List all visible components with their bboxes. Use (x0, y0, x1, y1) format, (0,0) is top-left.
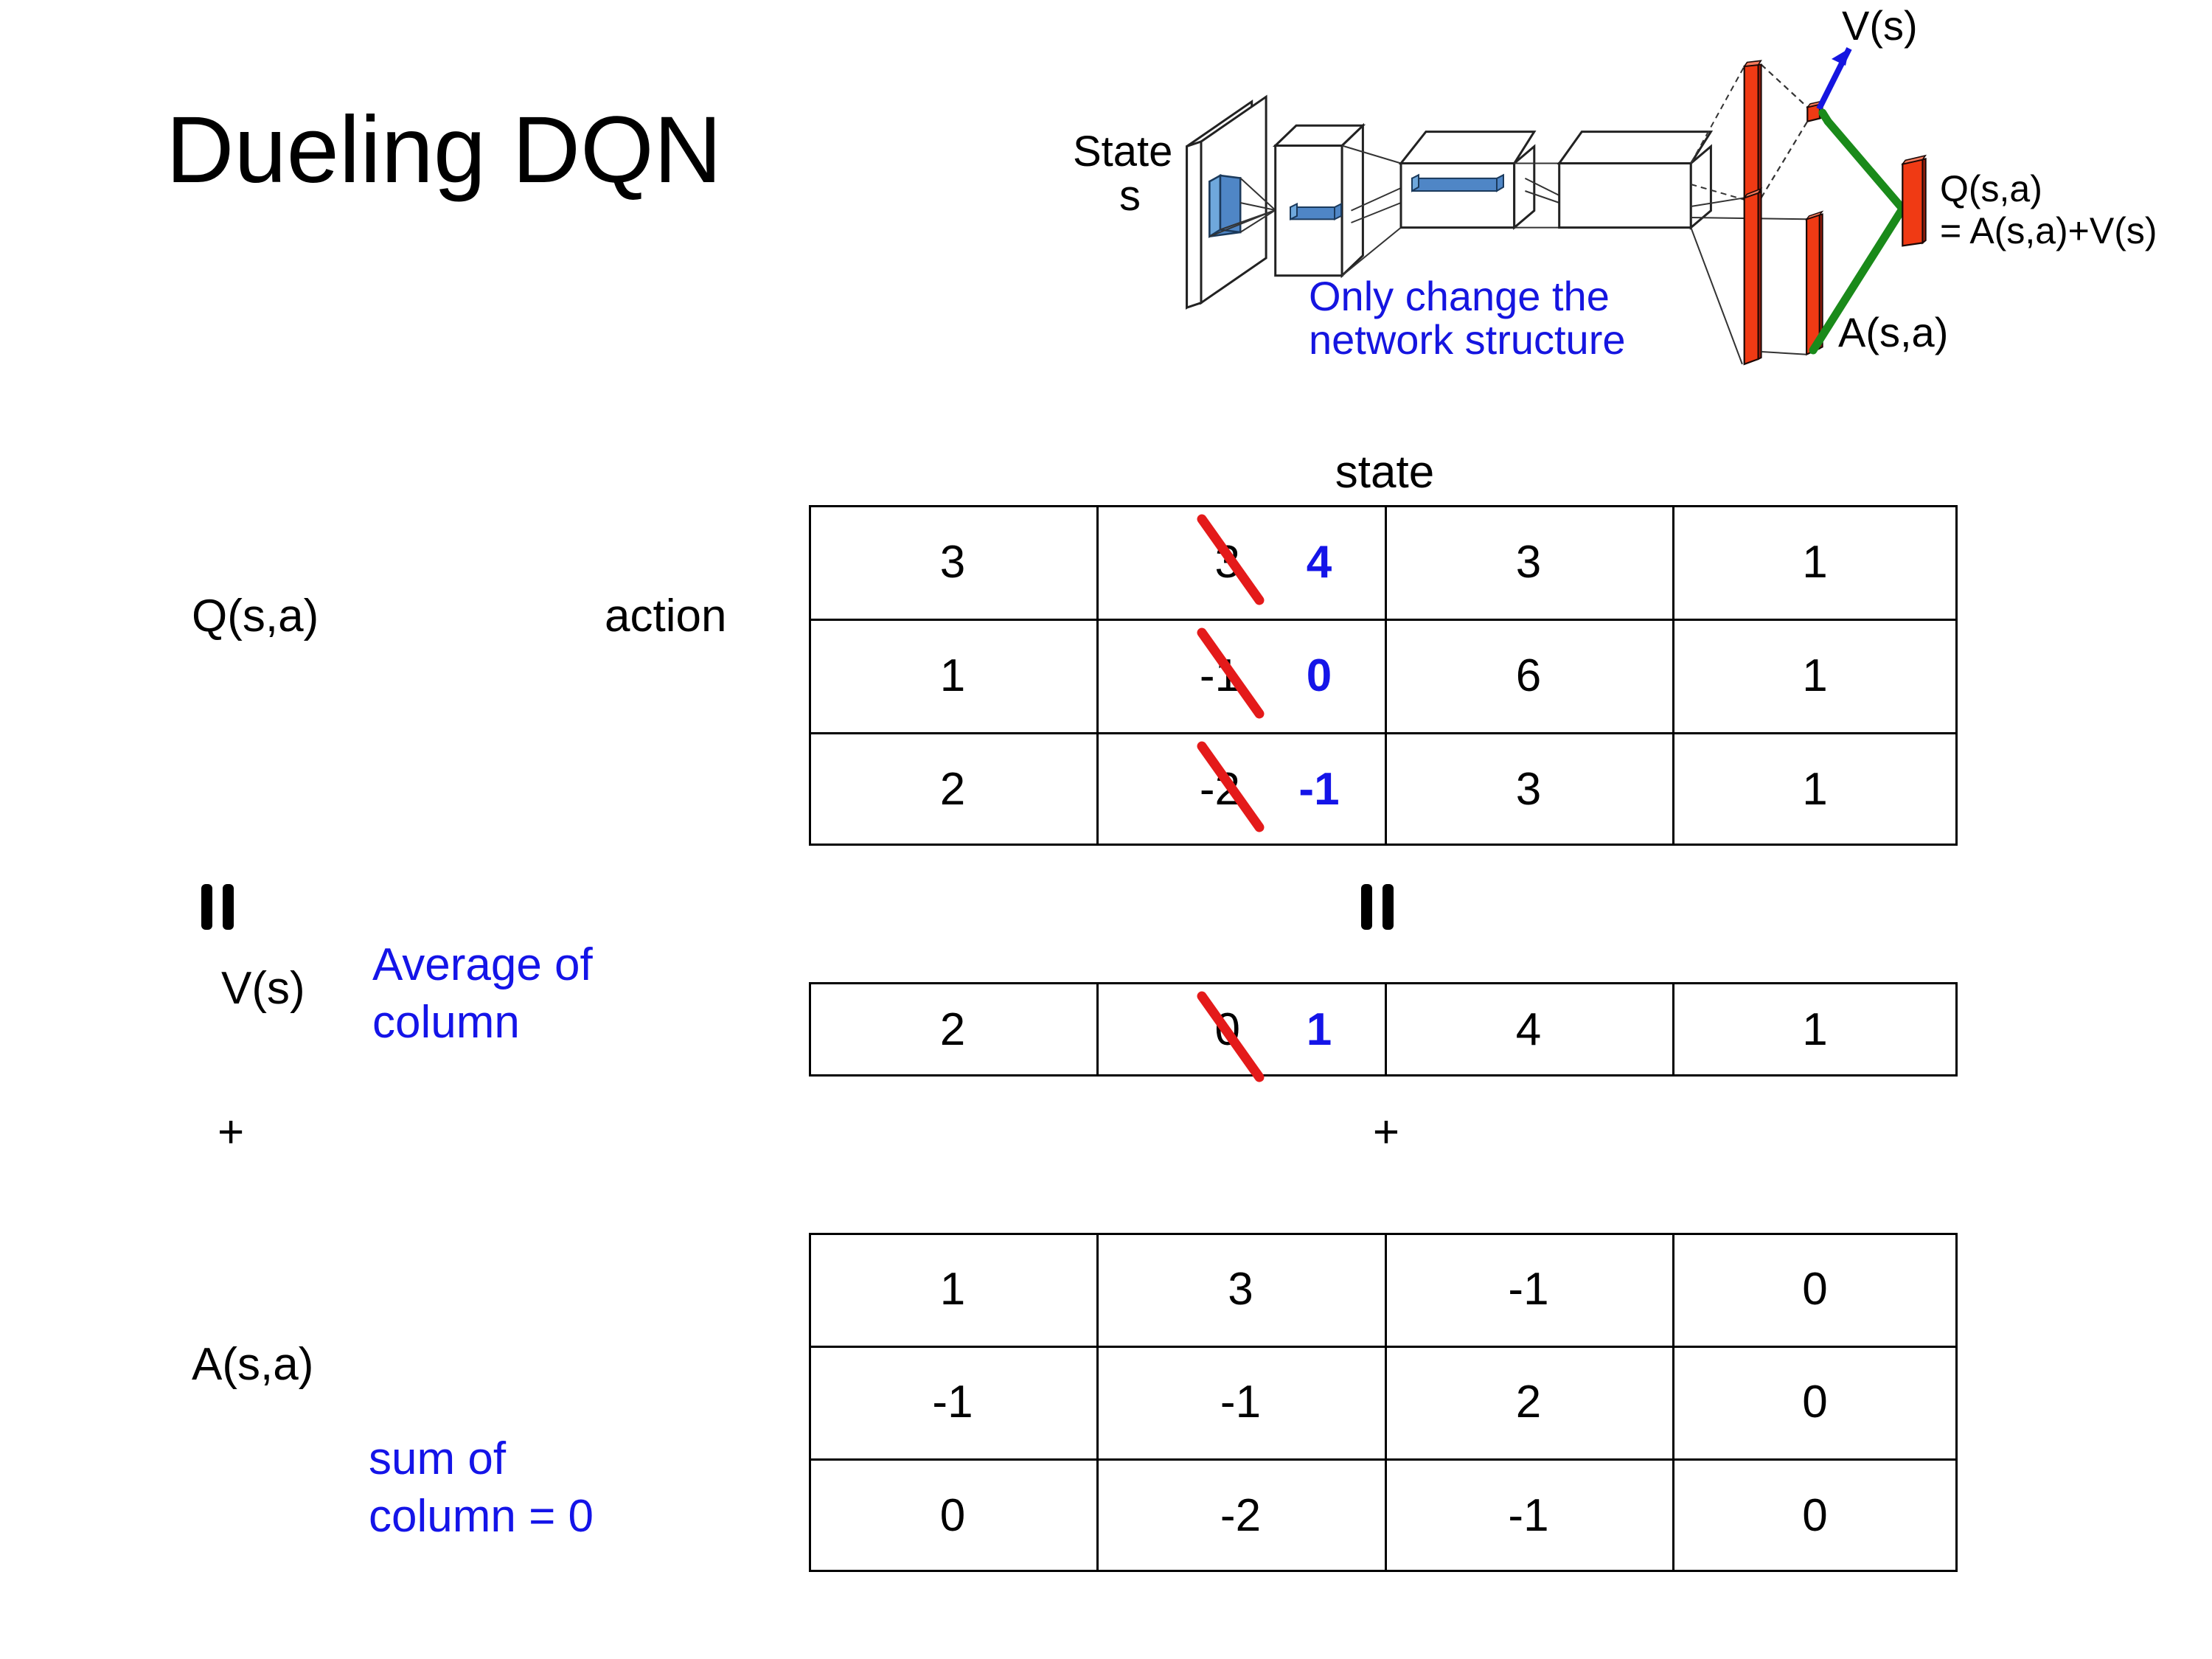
svg-text:s: s (1119, 172, 1141, 220)
svg-text:Only change the: Only change the (1309, 273, 1610, 319)
svg-text:Q(s,a): Q(s,a) (1940, 168, 2042, 209)
svg-text:network structure: network structure (1309, 316, 1626, 363)
svg-text:A(s,a): A(s,a) (1838, 309, 1948, 355)
svg-text:State: State (1073, 128, 1172, 175)
svg-text:= A(s,a)+V(s): = A(s,a)+V(s) (1940, 210, 2157, 251)
svg-text:V(s): V(s) (1842, 2, 1918, 49)
